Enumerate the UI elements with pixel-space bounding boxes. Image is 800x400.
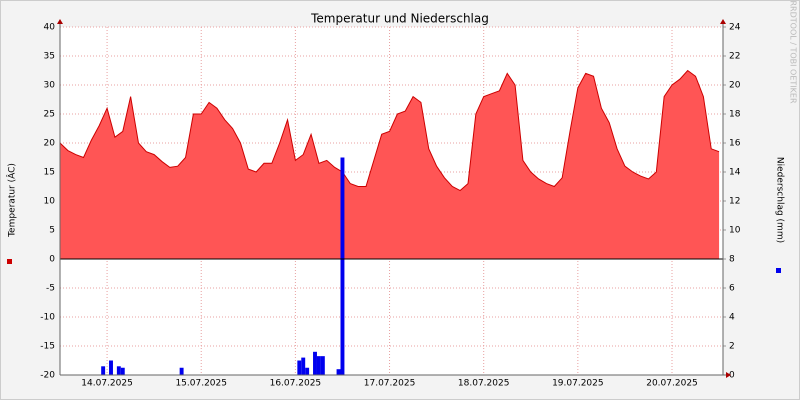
chart-title: Temperatur und Niederschlag bbox=[310, 12, 489, 26]
precipitation-bar bbox=[116, 366, 121, 375]
y-axis-label: Temperatur (ÂC) bbox=[6, 163, 18, 238]
y2-axis-label: Niederschlag (mm) bbox=[775, 157, 785, 243]
precipitation-bar bbox=[120, 367, 125, 375]
x-tick-label: 19.07.2025 bbox=[552, 379, 604, 389]
y2-tick-label: 10 bbox=[729, 226, 741, 236]
legend-swatch bbox=[7, 259, 12, 264]
y2-tick-label: 8 bbox=[729, 255, 735, 265]
y-tick-label: -15 bbox=[40, 342, 55, 352]
precipitation-bar bbox=[305, 367, 310, 375]
precipitation-bar bbox=[313, 351, 317, 375]
y-tick-label: 10 bbox=[44, 197, 56, 207]
precipitation-bar bbox=[301, 357, 306, 375]
y2-tick-label: 0 bbox=[729, 371, 735, 381]
precipitation-bar bbox=[297, 360, 302, 375]
y-tick-label: 30 bbox=[44, 81, 56, 91]
y2-tick-label: 12 bbox=[729, 197, 740, 207]
y-tick-label: 35 bbox=[44, 52, 55, 62]
y2-tick-label: 24 bbox=[729, 23, 741, 33]
precipitation-bar bbox=[179, 367, 184, 375]
y-tick-label: 15 bbox=[44, 168, 55, 178]
precipitation-bar bbox=[336, 369, 341, 375]
y2-tick-label: 18 bbox=[729, 110, 741, 120]
x-tick-label: 14.07.2025 bbox=[81, 379, 133, 389]
y-tick-label: -5 bbox=[46, 284, 55, 294]
x-tick-label: 20.07.2025 bbox=[646, 379, 698, 389]
precipitation-bar bbox=[316, 356, 321, 375]
y-tick-label: 20 bbox=[44, 139, 56, 149]
precipitation-bar bbox=[340, 157, 345, 375]
axis-arrow bbox=[57, 19, 63, 24]
y2-tick-label: 14 bbox=[729, 168, 741, 178]
precipitation-bar bbox=[109, 360, 113, 375]
y2-tick-label: 22 bbox=[729, 52, 740, 62]
y2-tick-label: 6 bbox=[729, 284, 735, 294]
precipitation-bar bbox=[101, 366, 106, 375]
y-tick-label: 25 bbox=[44, 110, 55, 120]
x-tick-label: 15.07.2025 bbox=[175, 379, 227, 389]
x-tick-label: 17.07.2025 bbox=[364, 379, 416, 389]
y-tick-label: 0 bbox=[49, 255, 55, 265]
temperature-line bbox=[59, 69, 720, 192]
axis-arrow bbox=[726, 372, 731, 378]
temperature-area bbox=[60, 70, 720, 259]
legend-swatch bbox=[776, 268, 781, 273]
y-tick-label: 40 bbox=[44, 23, 56, 33]
y2-tick-label: 20 bbox=[729, 81, 741, 91]
y-tick-label: -20 bbox=[40, 371, 55, 381]
x-tick-label: 16.07.2025 bbox=[270, 379, 322, 389]
x-tick-label: 18.07.2025 bbox=[458, 379, 510, 389]
axis-arrow bbox=[720, 19, 726, 24]
y2-tick-label: 2 bbox=[729, 342, 735, 352]
watermark: RRDTOOL / TOBI OETIKER bbox=[789, 0, 798, 103]
precipitation-bar bbox=[320, 356, 325, 375]
y-tick-label: -10 bbox=[40, 313, 55, 323]
y2-tick-label: 16 bbox=[729, 139, 741, 149]
y2-tick-label: 4 bbox=[729, 313, 735, 323]
y-tick-label: 5 bbox=[49, 226, 55, 236]
